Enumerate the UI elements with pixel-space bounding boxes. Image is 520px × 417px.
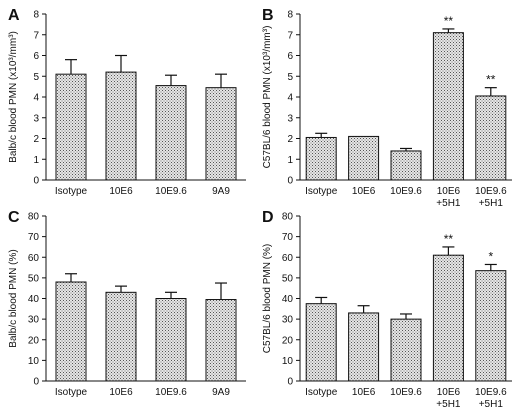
c1-bar [390,150,422,181]
c1-y-tick-label: 5 [287,72,293,83]
c1-y-tick-label: 0 [287,176,293,187]
c0-y-tick-label: 5 [33,72,39,83]
c1-y-tick-label: 4 [287,93,293,104]
c1-y-tick-label: 6 [287,51,293,62]
c0-y-tick-label: 1 [33,155,39,166]
c3-y-tick-label: 30 [282,315,294,326]
c1-y-axis-label: C57BL/6 blood PMN (x10³/mm³) [262,26,273,169]
chart-a: 0 1 2 3 4 5 6 7 8 Balb/c blood PMN (x10³/mm³) Isot… [8,10,246,197]
c0-y-tick-label: 2 [33,134,39,145]
c1-significance-label: ** [444,14,454,28]
c3-significance-label: ** [444,232,454,246]
c2-y-axis-label: Balb/c blood PMN (%) [8,249,19,347]
panel-letter-b: B [262,7,274,24]
c3-bar [432,254,464,382]
c2-category-label: 9A9 [212,387,230,398]
c3-bar [305,303,337,382]
c0-y-tick-label: 8 [33,10,39,21]
c1-bar [348,135,380,181]
c3-y-tick-label: 50 [282,273,294,284]
c3-category-label: +5H1 [436,399,461,410]
chart-c: 0 10 20 30 40 50 60 70 80 Balb/c blood PMN (%) Iso… [8,212,246,398]
c2-category-label: Isotype [55,387,88,398]
c0-y-tick-label: 4 [33,93,39,104]
c3-category-label: 10E9.6 [390,387,422,398]
c2-y-tick-label: 20 [28,335,40,346]
c2-bar [155,298,187,382]
c3-bar [390,318,422,382]
c3-category-label: 10E9.6 [475,387,507,398]
c1-y-tick-label: 2 [287,134,293,145]
c3-y-tick-label: 40 [282,294,294,305]
c1-bar [305,136,337,181]
c1-category-label: Isotype [305,186,338,197]
c2-y-tick-label: 30 [28,315,40,326]
c2-bar [205,299,237,382]
c0-bar [55,73,87,181]
c2-bar [55,281,87,382]
c3-y-tick-label: 20 [282,335,294,346]
c1-category-label: 10E6 [437,186,461,197]
c2-y-tick-label: 40 [28,294,40,305]
c1-category-label: 10E9.6 [390,186,422,197]
c3-bar [348,312,380,382]
c3-y-tick-label: 60 [282,253,294,264]
chart-b: 0 1 2 3 4 5 6 7 8 C57BL/6 blood PMN (x10³/mm³) Iso… [262,10,512,209]
c3-y-tick-label: 70 [282,232,294,243]
c2-bar [105,291,137,382]
c1-bar [432,32,464,181]
c2-y-tick-label: 70 [28,232,40,243]
c2-y-tick-label: 10 [28,356,40,367]
c2-category-label: 10E6 [109,387,133,398]
c0-category-label: 9A9 [212,186,230,197]
c3-y-tick-label: 0 [287,377,293,388]
c1-category-label: +5H1 [479,198,504,209]
c0-y-tick-label: 3 [33,113,39,124]
c0-bar [105,71,137,181]
c0-y-tick-label: 0 [33,176,39,187]
c1-y-tick-label: 7 [287,30,293,41]
c3-significance-label: * [488,249,493,263]
c0-bar [205,87,237,181]
c1-y-tick-label: 8 [287,10,293,21]
c2-y-tick-label: 50 [28,273,40,284]
chart-d: 0 10 20 30 40 50 60 70 80 C57BL/6 blood PMN (%) Is… [262,212,512,410]
c3-bar [475,270,507,382]
c1-bar [475,95,507,181]
c1-category-label: 10E6 [352,186,376,197]
c2-y-tick-label: 60 [28,253,40,264]
c3-y-tick-label: 80 [282,212,294,223]
c1-significance-label: ** [486,73,496,87]
c3-category-label: 10E6 [352,387,376,398]
c0-y-tick-label: 7 [33,30,39,41]
panel-letter-c: C [8,209,20,226]
c2-y-tick-label: 0 [33,377,39,388]
c3-y-tick-label: 10 [282,356,294,367]
c3-category-label: Isotype [305,387,338,398]
c3-category-label: 10E6 [437,387,461,398]
c3-y-axis-label: C57BL/6 blood PMN (%) [262,244,273,354]
c0-y-axis-label: Balb/c blood PMN (x10³/mm³) [8,31,19,163]
c1-y-tick-label: 3 [287,113,293,124]
panel-letter-a: A [8,7,20,24]
c1-category-label: +5H1 [436,198,461,209]
c1-category-label: 10E9.6 [475,186,507,197]
c0-category-label: 10E6 [109,186,133,197]
c2-y-tick-label: 80 [28,212,40,223]
c0-y-tick-label: 6 [33,51,39,62]
c0-category-label: 10E9.6 [155,186,187,197]
c2-category-label: 10E9.6 [155,387,187,398]
c3-category-label: +5H1 [479,399,504,410]
c0-category-label: Isotype [55,186,88,197]
panel-letter-d: D [262,209,274,226]
c0-bar [155,85,187,181]
c1-y-tick-label: 1 [287,155,293,166]
